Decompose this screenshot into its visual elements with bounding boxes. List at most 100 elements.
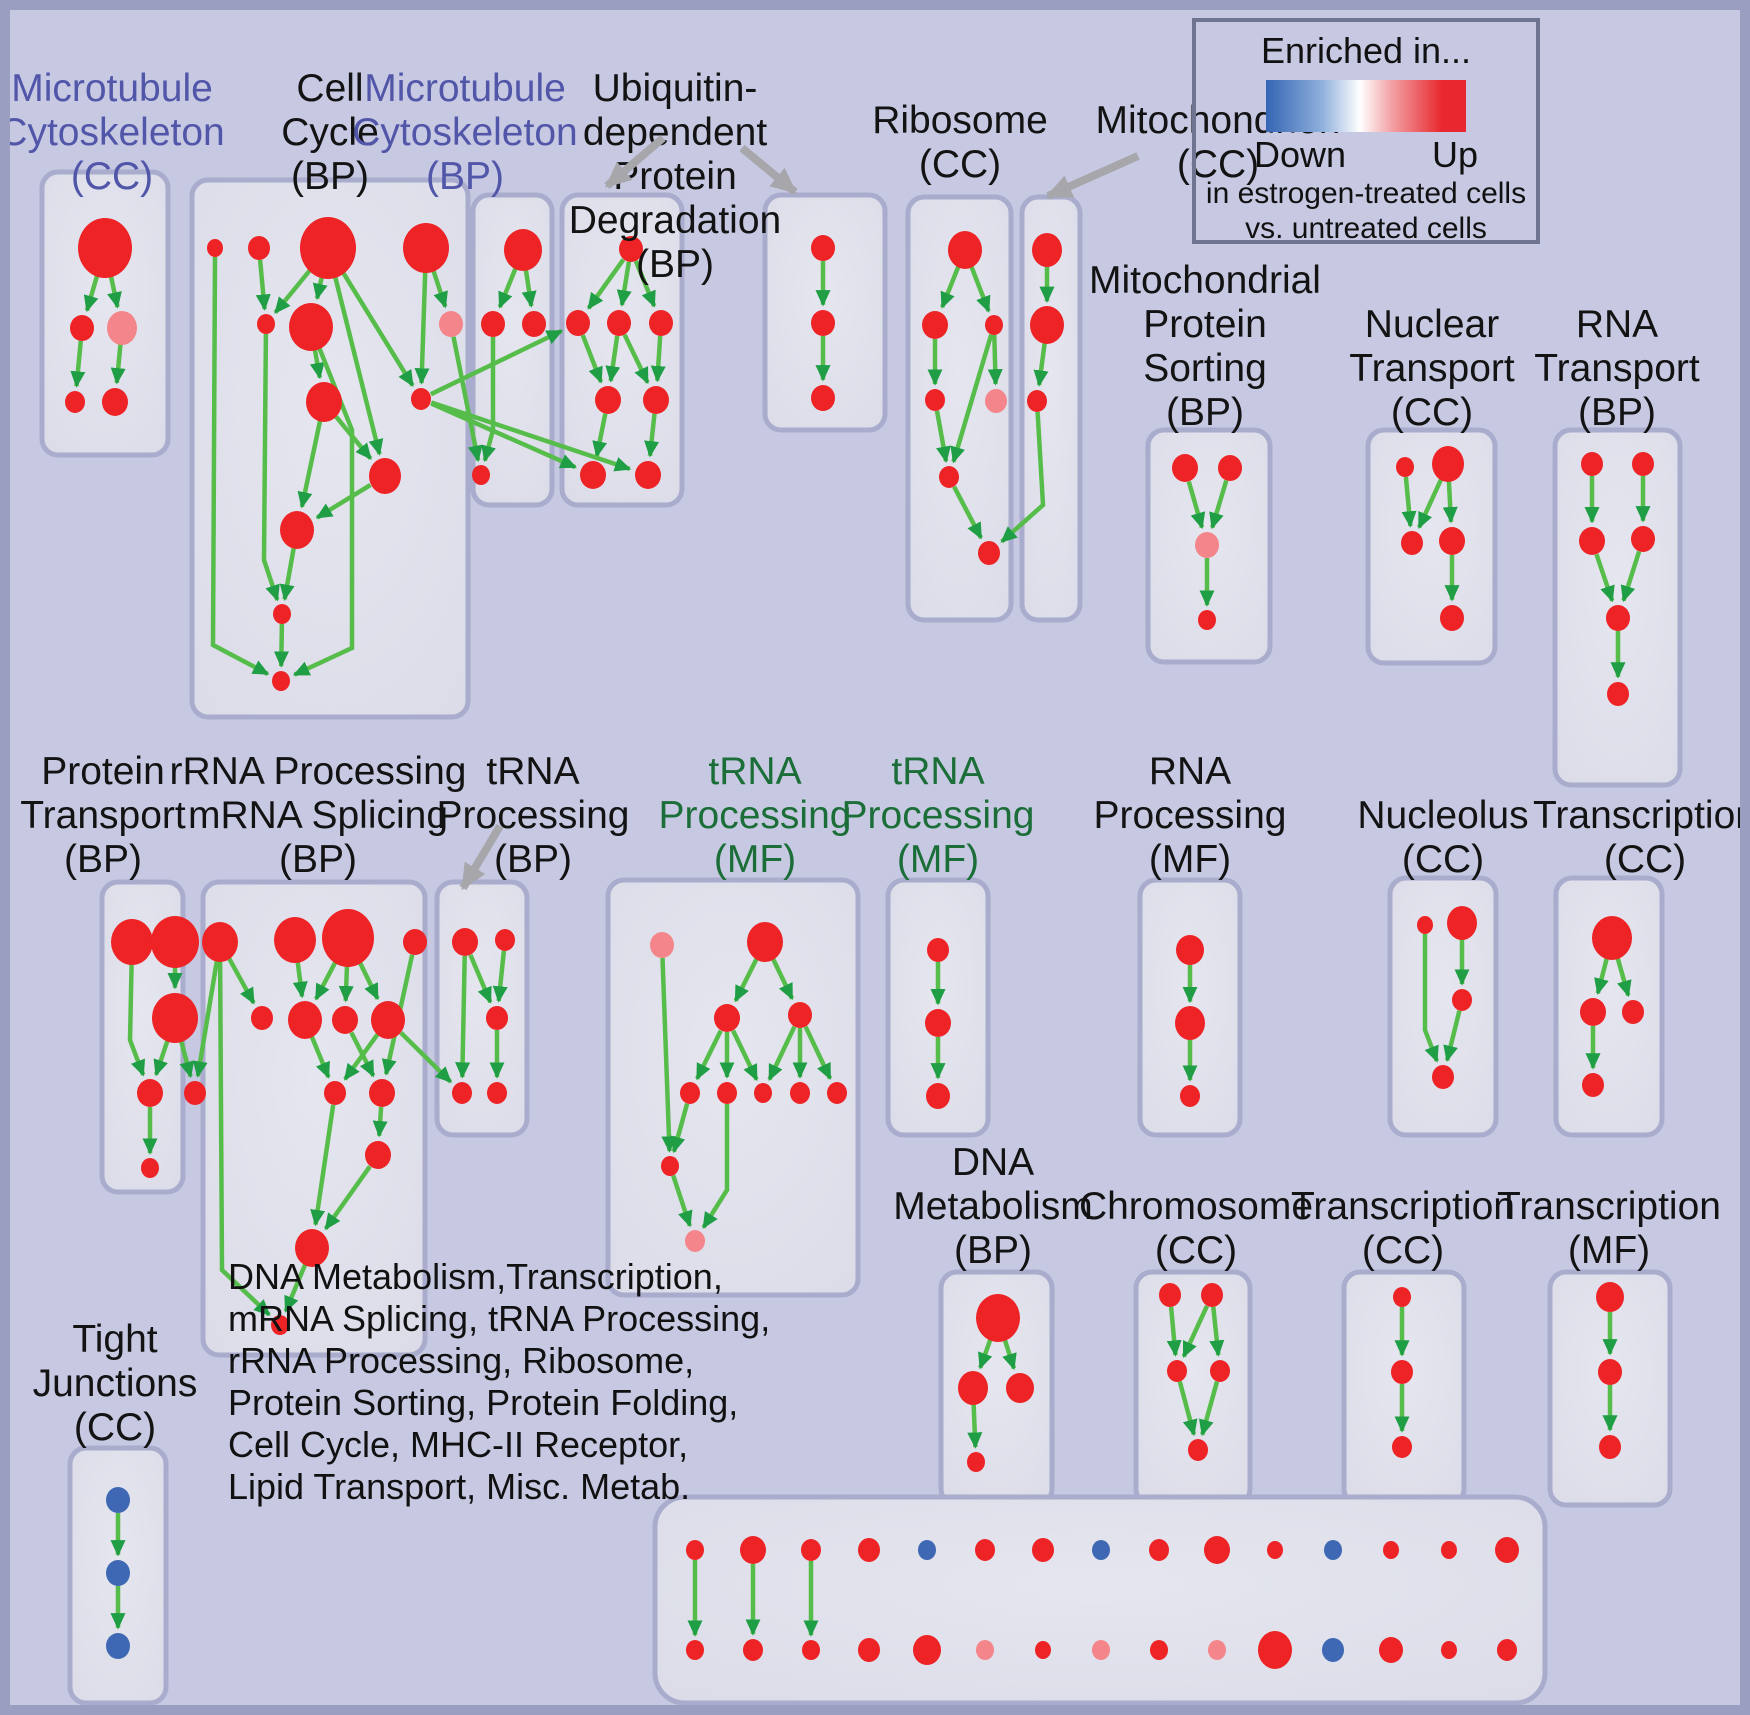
go-term-node xyxy=(1201,1283,1223,1307)
edge-arrow xyxy=(633,260,657,308)
go-term-node xyxy=(288,1001,322,1039)
cluster-label-tightj: Tight xyxy=(72,1318,157,1361)
edge-arrow xyxy=(414,271,430,385)
cluster-label-mps: Mitochondrial xyxy=(1089,259,1321,302)
go-term-node xyxy=(403,929,427,955)
go-term-node xyxy=(827,1082,847,1104)
go-term-node xyxy=(1175,1006,1205,1040)
edge-arrow xyxy=(803,1025,833,1081)
edge-arrow xyxy=(273,269,312,314)
go-term-node xyxy=(985,389,1007,413)
cluster-label-chromosome: (CC) xyxy=(1155,1229,1237,1272)
misc-node-top xyxy=(1032,1538,1054,1562)
go-term-node xyxy=(1432,1065,1454,1089)
uncategorized-clusters-text: DNA Metabolism,Transcription, mRNA Splic… xyxy=(228,1256,771,1507)
label-pointer-arrow xyxy=(604,134,666,190)
edge-arrow xyxy=(1002,1339,1017,1371)
edge-arrow xyxy=(70,340,86,388)
go-term-node xyxy=(1391,1360,1413,1384)
cluster-box-trna_bp xyxy=(434,879,530,1138)
edge-arrow xyxy=(283,1263,308,1313)
go-term-node xyxy=(1198,610,1216,630)
edge-arrow xyxy=(83,274,100,313)
go-term-node xyxy=(1218,455,1242,481)
edge-arrow xyxy=(1166,1306,1182,1357)
go-term-node xyxy=(607,310,631,336)
go-term-node xyxy=(289,303,333,351)
edge-arrow xyxy=(310,1104,336,1227)
cluster-label-trans_mf: Transcription xyxy=(1497,1185,1721,1228)
cluster-label-cellcycle: Cycle xyxy=(281,111,379,154)
go-term-node xyxy=(251,1006,273,1030)
cluster-box-trans_cc2 xyxy=(1553,875,1665,1138)
go-term-node xyxy=(1172,454,1198,482)
edge-arrow xyxy=(733,957,759,1003)
go-term-node xyxy=(1622,1000,1644,1024)
edge-arrow xyxy=(1000,411,1046,544)
cluster-label-tightj: Junctions xyxy=(33,1362,198,1405)
edge-arrow xyxy=(297,420,323,509)
edge-arrow xyxy=(978,1338,993,1370)
edge-arrow xyxy=(987,334,1003,386)
go-term-node xyxy=(207,239,223,257)
cluster-label-dnamet: DNA xyxy=(952,1141,1034,1184)
edge-arrow xyxy=(334,415,373,461)
go-term-node xyxy=(107,311,137,345)
edge-arrow xyxy=(292,961,308,999)
edge-arrow xyxy=(451,336,483,463)
go-term-node xyxy=(369,458,401,494)
go-term-node xyxy=(141,1158,159,1178)
go-term-node xyxy=(152,993,198,1043)
edge-arrow xyxy=(210,256,270,676)
go-term-node xyxy=(1432,446,1464,482)
edge-arrow xyxy=(1417,478,1444,529)
go-term-node xyxy=(280,511,314,549)
go-term-node xyxy=(790,1082,810,1104)
edge-arrow xyxy=(1209,479,1229,530)
cluster-label-trans_cc2: (CC) xyxy=(1604,838,1686,881)
go-term-node xyxy=(111,919,153,965)
cluster-label-trans_cc3: Transcription xyxy=(1291,1185,1515,1228)
cluster-label-cellcycle: (BP) xyxy=(291,155,369,198)
go-term-node xyxy=(811,385,835,411)
go-term-node xyxy=(680,1082,700,1104)
edge-arrow xyxy=(650,335,666,383)
cluster-label-trna_mf2: (MF) xyxy=(897,838,979,881)
edge-arrow xyxy=(580,334,604,384)
go-term-node xyxy=(102,388,128,416)
edge-arrow xyxy=(341,271,415,387)
cluster-label-trans_cc2: Transcription xyxy=(1533,794,1750,837)
misc-node-bottom xyxy=(1035,1641,1051,1659)
misc-node-bottom xyxy=(913,1635,941,1665)
cluster-label-mito: (CC) xyxy=(1177,143,1259,186)
edge-arrow xyxy=(622,333,650,385)
cluster-label-trna_bp: tRNA xyxy=(486,750,579,793)
cluster-label-rnap_mf: RNA xyxy=(1149,750,1231,793)
cluster-box-rrna xyxy=(200,879,428,1358)
edge-arrow xyxy=(660,957,677,1153)
edge-arrow xyxy=(309,349,325,380)
go-term-node xyxy=(747,922,783,962)
misc-node-top xyxy=(1204,1536,1230,1564)
go-term-node xyxy=(1176,935,1204,965)
edge-arrow xyxy=(309,1035,331,1079)
layer-edges xyxy=(70,256,1651,1637)
go-term-node xyxy=(369,1079,395,1107)
edge-arrow xyxy=(1033,342,1049,387)
edge-arrow xyxy=(701,1104,730,1229)
edge-arrow xyxy=(332,275,384,456)
go-term-node xyxy=(1579,527,1605,555)
edge-arrow xyxy=(255,259,271,311)
go-term-node xyxy=(257,314,275,334)
cluster-label-mt_bp: Microtubule xyxy=(364,67,566,110)
go-term-node xyxy=(1440,605,1464,631)
cluster-label-mt_cc: (CC) xyxy=(71,155,153,198)
go-term-node xyxy=(754,1083,772,1103)
cluster-label-trna_mf1: (MF) xyxy=(714,838,796,881)
edge-arrow xyxy=(315,482,372,520)
misc-node-top xyxy=(1267,1541,1283,1559)
go-term-node xyxy=(300,217,356,279)
go-term-node xyxy=(271,1315,289,1335)
edge-arrow xyxy=(430,401,577,470)
go-term-node xyxy=(939,466,959,488)
